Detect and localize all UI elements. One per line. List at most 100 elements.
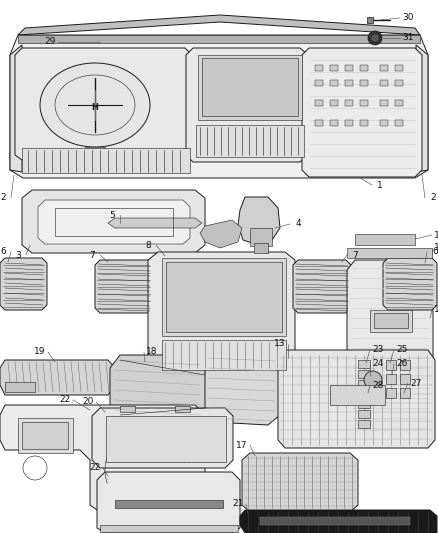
Bar — [380, 100, 388, 106]
Text: 24: 24 — [372, 359, 384, 368]
Bar — [22, 148, 190, 173]
Bar — [330, 100, 338, 106]
Polygon shape — [92, 408, 233, 468]
Polygon shape — [108, 218, 202, 228]
Bar — [347, 248, 432, 258]
Polygon shape — [302, 48, 422, 177]
Text: 12: 12 — [434, 244, 438, 253]
Polygon shape — [0, 360, 115, 395]
Text: H: H — [92, 103, 99, 112]
Bar — [315, 100, 323, 106]
Bar — [55, 208, 173, 236]
Polygon shape — [10, 45, 22, 172]
Polygon shape — [240, 510, 437, 533]
Bar — [374, 313, 408, 328]
Text: 22: 22 — [89, 464, 101, 472]
Bar — [115, 500, 223, 508]
Polygon shape — [110, 355, 208, 420]
Bar — [106, 416, 226, 462]
Bar — [198, 55, 302, 120]
Text: 18: 18 — [146, 348, 158, 357]
Bar — [367, 17, 373, 23]
Text: 5: 5 — [109, 211, 115, 220]
Ellipse shape — [40, 63, 150, 147]
Bar — [355, 234, 415, 245]
Bar — [260, 517, 410, 525]
Text: 19: 19 — [34, 348, 46, 357]
Bar — [175, 406, 190, 412]
Ellipse shape — [364, 371, 382, 389]
Bar — [400, 374, 410, 384]
Polygon shape — [383, 258, 437, 310]
Bar — [360, 65, 368, 71]
Bar — [315, 65, 323, 71]
Text: 8: 8 — [145, 240, 151, 249]
Polygon shape — [95, 260, 153, 313]
Bar — [18, 35, 420, 43]
Polygon shape — [416, 45, 428, 172]
Bar — [395, 100, 403, 106]
Bar — [386, 388, 396, 398]
Polygon shape — [18, 15, 420, 35]
Bar — [380, 80, 388, 86]
Bar — [345, 120, 353, 126]
Text: 29: 29 — [44, 37, 56, 46]
Bar — [202, 58, 298, 116]
Bar — [85, 147, 105, 172]
Bar — [345, 80, 353, 86]
Bar — [196, 125, 304, 157]
Bar — [250, 228, 272, 246]
Polygon shape — [148, 252, 295, 376]
Bar — [360, 80, 368, 86]
Polygon shape — [205, 350, 280, 425]
Bar — [358, 400, 370, 408]
Ellipse shape — [368, 31, 382, 45]
Bar — [380, 120, 388, 126]
Polygon shape — [0, 258, 47, 310]
Text: 6: 6 — [432, 247, 438, 256]
Bar — [345, 65, 353, 71]
Text: 13: 13 — [274, 340, 286, 349]
Text: 7: 7 — [352, 251, 358, 260]
Text: 2: 2 — [430, 193, 436, 203]
Polygon shape — [242, 453, 358, 512]
Polygon shape — [200, 220, 242, 248]
Polygon shape — [97, 472, 240, 533]
Bar — [400, 388, 410, 398]
Text: 3: 3 — [15, 251, 21, 260]
Text: 28: 28 — [372, 381, 384, 390]
Bar — [330, 385, 385, 405]
Bar — [395, 65, 403, 71]
Bar — [345, 100, 353, 106]
Bar — [100, 525, 238, 532]
Bar — [358, 390, 370, 398]
Bar — [370, 310, 412, 332]
Text: 2: 2 — [0, 193, 6, 203]
Polygon shape — [0, 405, 205, 512]
Text: 23: 23 — [372, 345, 384, 354]
Bar — [120, 406, 135, 412]
Text: 27: 27 — [410, 378, 422, 387]
Text: 21: 21 — [232, 499, 244, 508]
Polygon shape — [347, 260, 433, 438]
Bar — [386, 360, 396, 370]
Polygon shape — [10, 35, 428, 178]
Text: 31: 31 — [402, 34, 414, 43]
Polygon shape — [186, 48, 308, 162]
Bar — [162, 258, 286, 336]
Bar — [162, 340, 286, 370]
Text: 25: 25 — [396, 345, 408, 354]
Bar — [400, 360, 410, 370]
Polygon shape — [278, 350, 435, 448]
Polygon shape — [38, 200, 190, 244]
Text: 11: 11 — [434, 230, 438, 239]
Text: 26: 26 — [396, 359, 408, 368]
Bar — [358, 420, 370, 428]
Text: 1: 1 — [377, 181, 383, 190]
Text: 7: 7 — [89, 251, 95, 260]
Bar — [166, 262, 282, 332]
Text: 10: 10 — [434, 305, 438, 314]
Bar — [358, 410, 370, 418]
Polygon shape — [238, 197, 280, 245]
Bar — [330, 80, 338, 86]
